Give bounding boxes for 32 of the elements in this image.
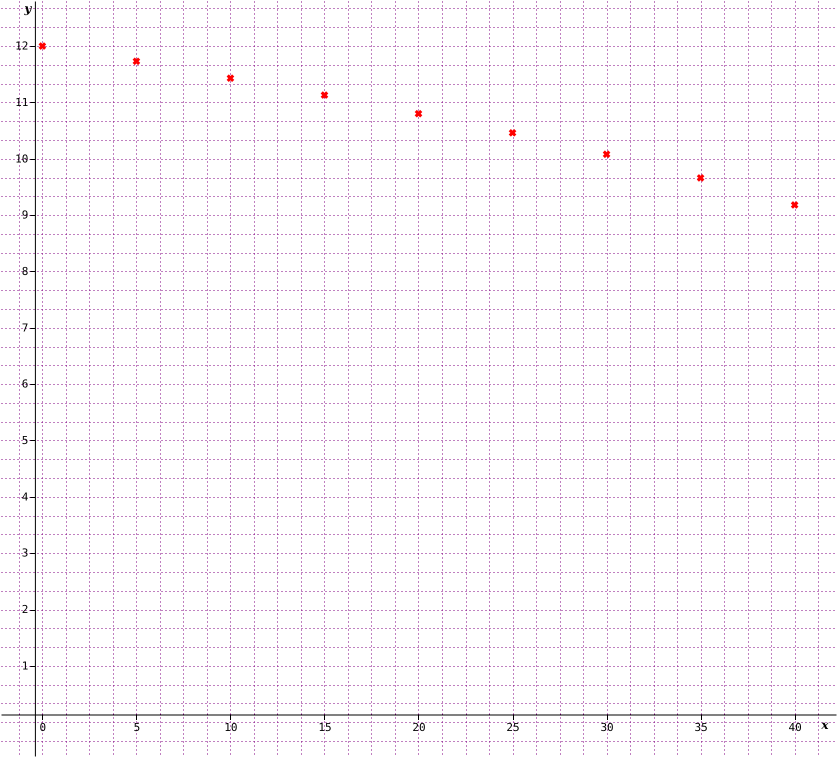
point	[508, 129, 516, 137]
point	[226, 74, 234, 82]
x-tick-label: 40	[788, 721, 802, 734]
y-tick-label: 7	[22, 321, 28, 334]
y-axis-title: y	[23, 2, 32, 16]
point	[132, 57, 140, 66]
x-axis-title: x	[820, 718, 830, 732]
x-tick-label: 15	[318, 721, 332, 734]
y-tick-label: 5	[22, 434, 28, 447]
y-tick-label: 1	[22, 659, 28, 672]
y-tick-label: 9	[22, 208, 28, 222]
x-tick-label: 25	[506, 721, 520, 734]
y-tick-label: 2	[22, 603, 28, 616]
x-tick-label: 35	[694, 721, 708, 734]
point	[696, 174, 704, 182]
y-tick-label: 12	[15, 40, 28, 53]
y-tick-label: 3	[22, 546, 28, 560]
point	[320, 91, 328, 99]
point	[790, 201, 798, 209]
x-tick-label: 30	[600, 721, 614, 734]
x-tick-label: 0	[40, 721, 46, 734]
y-tick-label: 10	[15, 152, 28, 166]
point	[602, 150, 610, 158]
y-tick-label: 8	[22, 264, 28, 278]
y-tick-label: 4	[22, 490, 29, 504]
point	[414, 110, 422, 118]
y-tick-label: 11	[15, 96, 28, 109]
point	[38, 42, 46, 50]
x-tick-label: 5	[134, 721, 140, 734]
y-tick-label: 6	[22, 378, 28, 391]
x-tick-label: 20	[412, 721, 426, 734]
x-tick-label: 10	[224, 721, 238, 734]
